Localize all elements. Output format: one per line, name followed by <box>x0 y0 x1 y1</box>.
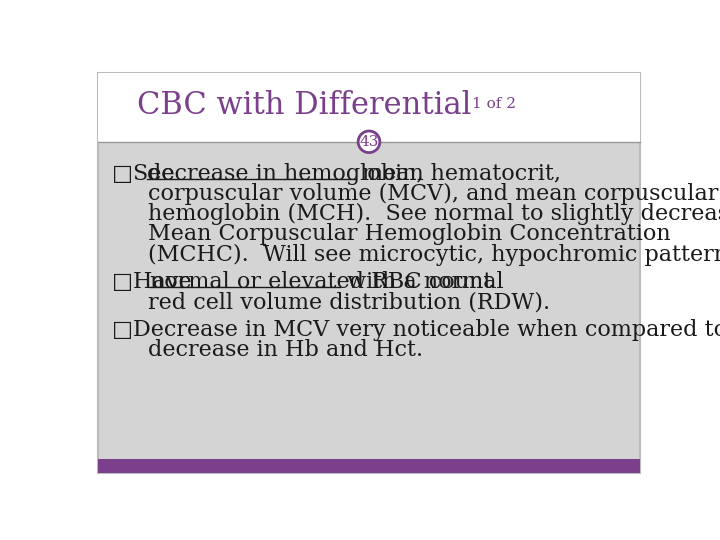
Text: □Decrease in MCV very noticeable when compared to: □Decrease in MCV very noticeable when co… <box>112 319 720 341</box>
Text: decrease in Hb and Hct.: decrease in Hb and Hct. <box>148 339 423 361</box>
Text: Mean Corpuscular Hemoglobin Concentration: Mean Corpuscular Hemoglobin Concentratio… <box>148 224 671 245</box>
Circle shape <box>359 132 379 152</box>
Text: CBC with Differential: CBC with Differential <box>137 90 471 122</box>
Text: hemoglobin (MCH).  See normal to slightly decreased: hemoglobin (MCH). See normal to slightly… <box>148 204 720 226</box>
Text: mean: mean <box>355 164 424 185</box>
Text: red cell volume distribution (RDW).: red cell volume distribution (RDW). <box>148 291 550 313</box>
Text: □Have: □Have <box>112 271 199 293</box>
FancyBboxPatch shape <box>98 72 640 142</box>
Text: normal or elevated RBC count: normal or elevated RBC count <box>150 271 492 293</box>
FancyBboxPatch shape <box>98 72 640 473</box>
Text: decrease in hemoglobin, hematocrit,: decrease in hemoglobin, hematocrit, <box>148 164 562 185</box>
FancyBboxPatch shape <box>98 459 640 473</box>
Text: corpuscular volume (MCV), and mean corpuscular: corpuscular volume (MCV), and mean corpu… <box>148 184 719 206</box>
Text: with a normal: with a normal <box>341 271 504 293</box>
Text: 43: 43 <box>359 135 379 149</box>
Text: □See: □See <box>112 164 181 185</box>
Text: (MCHC).  Will see microcytic, hypochromic pattern.: (MCHC). Will see microcytic, hypochromic… <box>148 244 720 266</box>
Text: 1 of 2: 1 of 2 <box>472 97 516 111</box>
